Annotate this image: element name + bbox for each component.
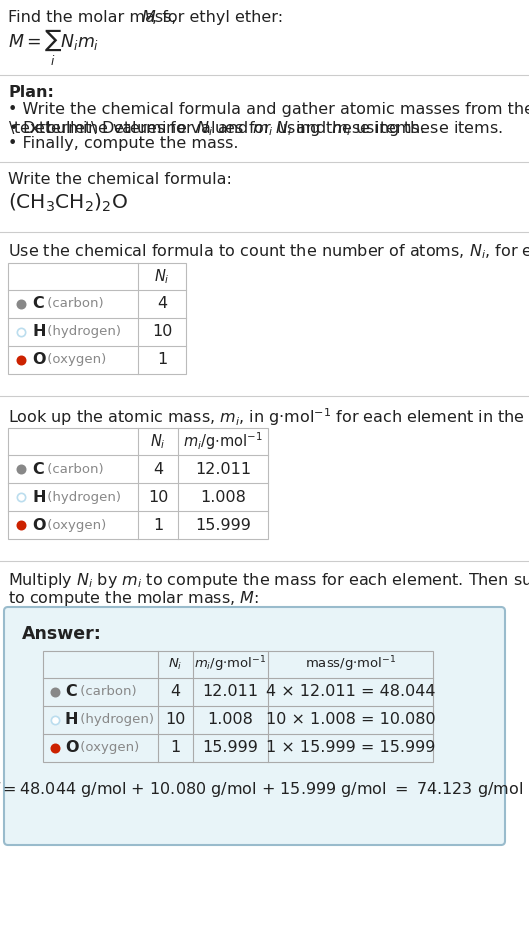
Text: Multiply $N_i$ by $m_i$ to compute the mass for each element. Then sum those val: Multiply $N_i$ by $m_i$ to compute the m… (8, 571, 529, 590)
Text: 4: 4 (157, 297, 167, 312)
Bar (8, 263, 186, 374)
Text: O: O (32, 517, 45, 532)
Text: 12.011: 12.011 (195, 462, 251, 477)
Text: (oxygen): (oxygen) (43, 353, 106, 366)
Text: mass/g$\cdot$mol$^{-1}$: mass/g$\cdot$mol$^{-1}$ (305, 655, 396, 674)
Text: C: C (65, 685, 77, 700)
Text: $N_i$: $N_i$ (150, 432, 166, 451)
Text: $m_i$/g$\cdot$mol$^{-1}$: $m_i$/g$\cdot$mol$^{-1}$ (194, 655, 267, 674)
Text: 15.999: 15.999 (195, 517, 251, 532)
Text: 10: 10 (165, 712, 186, 727)
Bar (8, 428, 268, 539)
Text: H: H (65, 712, 78, 727)
Text: $m_i$/g$\cdot$mol$^{-1}$: $m_i$/g$\cdot$mol$^{-1}$ (183, 430, 263, 452)
Text: H: H (32, 324, 45, 339)
Text: (carbon): (carbon) (43, 298, 104, 311)
Text: 10: 10 (148, 490, 168, 505)
Text: $N_i$: $N_i$ (168, 657, 183, 672)
Text: Answer:: Answer: (22, 625, 102, 643)
Text: O: O (32, 352, 45, 367)
Text: 1.008: 1.008 (200, 490, 246, 505)
Text: M: M (142, 10, 156, 25)
Text: $(\mathrm{CH_3CH_2})_2\mathrm{O}$: $(\mathrm{CH_3CH_2})_2\mathrm{O}$ (8, 192, 128, 214)
Text: 12.011: 12.011 (203, 685, 259, 700)
Text: C: C (32, 297, 44, 312)
Text: , for ethyl ether:: , for ethyl ether: (152, 10, 283, 25)
Text: • Finally, compute the mass.: • Finally, compute the mass. (8, 136, 239, 151)
Bar (43, 651, 433, 762)
Text: (hydrogen): (hydrogen) (43, 491, 121, 504)
Text: Look up the atomic mass, $m_i$, in g$\cdot$mol$^{-1}$ for each element in the pe: Look up the atomic mass, $m_i$, in g$\cd… (8, 406, 529, 428)
Text: (hydrogen): (hydrogen) (76, 713, 154, 726)
Text: $M = \sum_i N_i m_i$: $M = \sum_i N_i m_i$ (8, 28, 99, 68)
Text: to compute the molar mass, $M$:: to compute the molar mass, $M$: (8, 589, 259, 608)
Text: \textbullet\ Determine values for $N_i$ and $m_i$ using these items.: \textbullet\ Determine values for $N_i$ … (8, 119, 503, 138)
Text: H: H (32, 490, 45, 505)
Text: Plan:: Plan: (8, 85, 54, 100)
Text: C: C (32, 462, 44, 477)
Text: 1: 1 (157, 352, 167, 367)
Text: 10: 10 (152, 324, 172, 339)
Text: Find the molar mass,: Find the molar mass, (8, 10, 181, 25)
Text: $M = 48.044$ g/mol $+\ 10.080$ g/mol $+\ 15.999$ g/mol $=\ 74.123$ g/mol: $M = 48.044$ g/mol $+\ 10.080$ g/mol $+\… (0, 780, 523, 799)
Text: (carbon): (carbon) (76, 686, 136, 699)
Text: Use the chemical formula to count the number of atoms, $N_i$, for each element:: Use the chemical formula to count the nu… (8, 242, 529, 261)
Text: 1 × 15.999 = 15.999: 1 × 15.999 = 15.999 (266, 740, 435, 755)
Text: 1: 1 (170, 740, 180, 755)
Text: • Write the chemical formula and gather atomic masses from the periodic table.: • Write the chemical formula and gather … (8, 102, 529, 117)
Text: 4: 4 (153, 462, 163, 477)
Text: 4 × 12.011 = 48.044: 4 × 12.011 = 48.044 (266, 685, 435, 700)
Text: • Determine values for $N_i$ and $m_i$ using these items.: • Determine values for $N_i$ and $m_i$ u… (8, 119, 424, 138)
Text: 1.008: 1.008 (207, 712, 253, 727)
Text: 15.999: 15.999 (203, 740, 259, 755)
Text: Write the chemical formula:: Write the chemical formula: (8, 172, 232, 187)
Text: 10 × 1.008 = 10.080: 10 × 1.008 = 10.080 (266, 712, 435, 727)
Text: (carbon): (carbon) (43, 463, 104, 476)
Text: (oxygen): (oxygen) (43, 518, 106, 531)
Text: (oxygen): (oxygen) (76, 741, 139, 755)
Text: 4: 4 (170, 685, 180, 700)
FancyBboxPatch shape (4, 607, 505, 845)
Text: $N_i$: $N_i$ (154, 268, 170, 285)
Text: 1: 1 (153, 517, 163, 532)
Text: (hydrogen): (hydrogen) (43, 326, 121, 338)
Text: O: O (65, 740, 78, 755)
